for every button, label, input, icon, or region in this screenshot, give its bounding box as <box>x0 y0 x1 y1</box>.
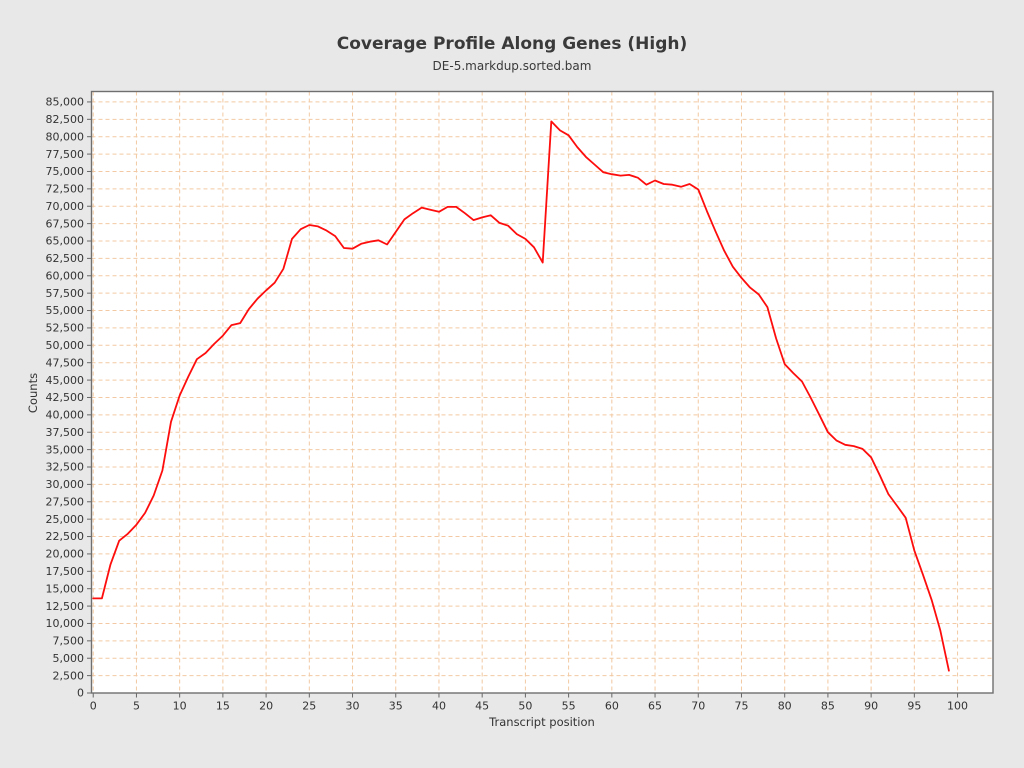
y-tick-label: 62,500 <box>46 252 85 265</box>
y-tick-label: 10,000 <box>46 617 85 630</box>
y-tick-label: 25,000 <box>46 513 85 526</box>
gridlines <box>91 91 993 693</box>
y-tick-label: 22,500 <box>46 530 85 543</box>
y-tick-label: 67,500 <box>46 217 85 230</box>
x-tick-label: 15 <box>216 700 230 713</box>
y-tick-label: 60,000 <box>46 269 85 282</box>
y-tick-label: 55,000 <box>46 304 85 317</box>
x-axis-tick-labels: 0 5 10 15 20 25 30 35 40 45 50 55 60 65 70 75 80 85 90 95 10… <box>90 700 968 713</box>
y-tick-label: 50,000 <box>46 339 85 352</box>
y-axis-tick-labels: 0 2,500 5,000 7,500 10,000 12,500 15,000 17,500… <box>46 96 85 700</box>
x-tick-label: 80 <box>778 700 792 713</box>
x-tick-label: 5 <box>133 700 140 713</box>
x-tick-label: 50 <box>518 700 532 713</box>
x-tick-label: 30 <box>346 700 360 713</box>
y-tick-label: 27,500 <box>46 495 85 508</box>
chart-subtitle: DE-5.markdup.sorted.bam <box>433 59 592 73</box>
y-tick-label: 32,500 <box>46 461 85 474</box>
y-tick-label: 30,000 <box>46 478 85 491</box>
y-tick-label: 0 <box>77 687 84 700</box>
y-tick-label: 2,500 <box>53 669 85 682</box>
y-tick-label: 80,000 <box>46 130 85 143</box>
x-tick-label: 45 <box>475 700 489 713</box>
x-tick-label: 40 <box>432 700 446 713</box>
x-axis-title: Transcript position <box>488 715 595 729</box>
x-tick-label: 70 <box>691 700 705 713</box>
y-tick-label: 5,000 <box>53 652 85 665</box>
plot-area <box>91 91 993 693</box>
x-tick-label: 60 <box>605 700 619 713</box>
y-tick-label: 65,000 <box>46 235 85 248</box>
x-tick-label: 20 <box>259 700 273 713</box>
x-tick-label: 65 <box>648 700 662 713</box>
y-tick-label: 42,500 <box>46 391 85 404</box>
x-tick-label: 85 <box>821 700 835 713</box>
y-tick-label: 12,500 <box>46 600 85 613</box>
x-tick-label: 25 <box>302 700 316 713</box>
y-tick-label: 72,500 <box>46 183 85 196</box>
x-tick-label: 90 <box>864 700 878 713</box>
x-tick-label: 75 <box>734 700 748 713</box>
axis-ticks <box>87 101 959 698</box>
coverage-line <box>92 120 950 672</box>
x-tick-label: 95 <box>907 700 921 713</box>
x-tick-label: 35 <box>389 700 403 713</box>
x-tick-label: 0 <box>90 700 97 713</box>
y-tick-label: 47,500 <box>46 356 85 369</box>
y-tick-label: 45,000 <box>46 374 85 387</box>
x-tick-label: 10 <box>173 700 187 713</box>
y-tick-label: 57,500 <box>46 287 85 300</box>
y-tick-label: 37,500 <box>46 426 85 439</box>
x-tick-label: 100 <box>947 700 968 713</box>
y-tick-label: 77,500 <box>46 148 85 161</box>
x-tick-label: 55 <box>562 700 576 713</box>
y-tick-label: 75,000 <box>46 165 85 178</box>
y-tick-label: 82,500 <box>46 113 85 126</box>
y-tick-label: 52,500 <box>46 322 85 335</box>
y-tick-label: 40,000 <box>46 409 85 422</box>
y-tick-label: 15,000 <box>46 582 85 595</box>
y-tick-label: 7,500 <box>53 635 85 648</box>
plot-frame <box>90 90 994 694</box>
y-axis-title: Counts <box>26 373 40 413</box>
y-tick-label: 20,000 <box>46 548 85 561</box>
chart-title: Coverage Profile Along Genes (High) <box>337 34 688 54</box>
y-tick-label: 17,500 <box>46 565 85 578</box>
y-tick-label: 35,000 <box>46 443 85 456</box>
y-tick-label: 70,000 <box>46 200 85 213</box>
y-tick-label: 85,000 <box>46 96 85 109</box>
